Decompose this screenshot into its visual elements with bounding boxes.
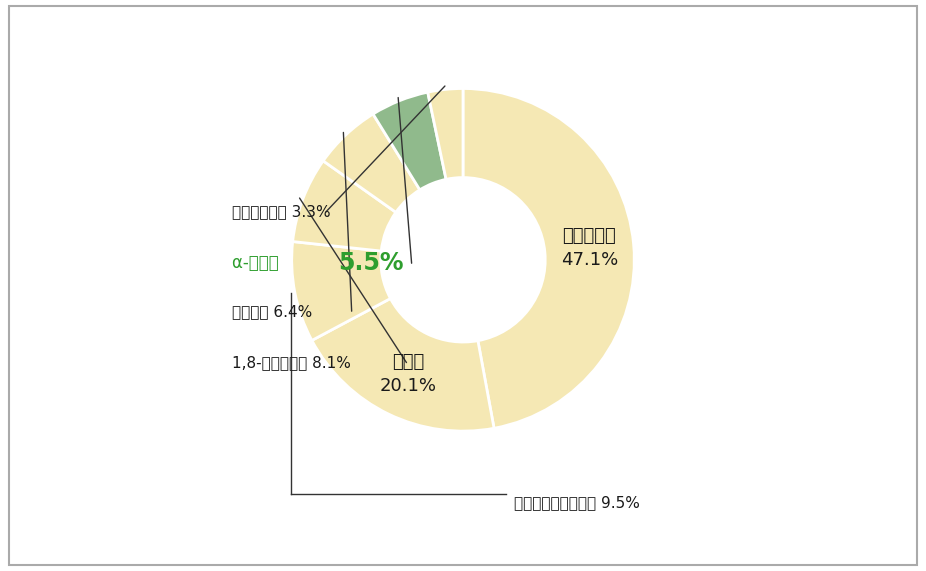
Wedge shape — [323, 114, 419, 212]
Text: ゲラニオール 3.3%: ゲラニオール 3.3% — [232, 204, 331, 219]
Text: 1,8-シネオール 8.1%: 1,8-シネオール 8.1% — [232, 355, 351, 370]
Wedge shape — [428, 89, 463, 179]
Text: リナロール
47.1%: リナロール 47.1% — [560, 227, 618, 269]
Text: その他
20.1%: その他 20.1% — [380, 353, 436, 395]
Text: ゲラニルアセテート 9.5%: ゲラニルアセテート 9.5% — [514, 496, 640, 510]
Text: リモネン 6.4%: リモネン 6.4% — [232, 304, 312, 319]
Wedge shape — [293, 161, 396, 251]
Wedge shape — [312, 299, 494, 431]
Text: 5.5%: 5.5% — [338, 251, 404, 275]
Wedge shape — [463, 89, 634, 428]
Text: α-ピネン: α-ピネン — [232, 254, 283, 272]
Wedge shape — [292, 242, 391, 340]
Wedge shape — [373, 92, 446, 190]
